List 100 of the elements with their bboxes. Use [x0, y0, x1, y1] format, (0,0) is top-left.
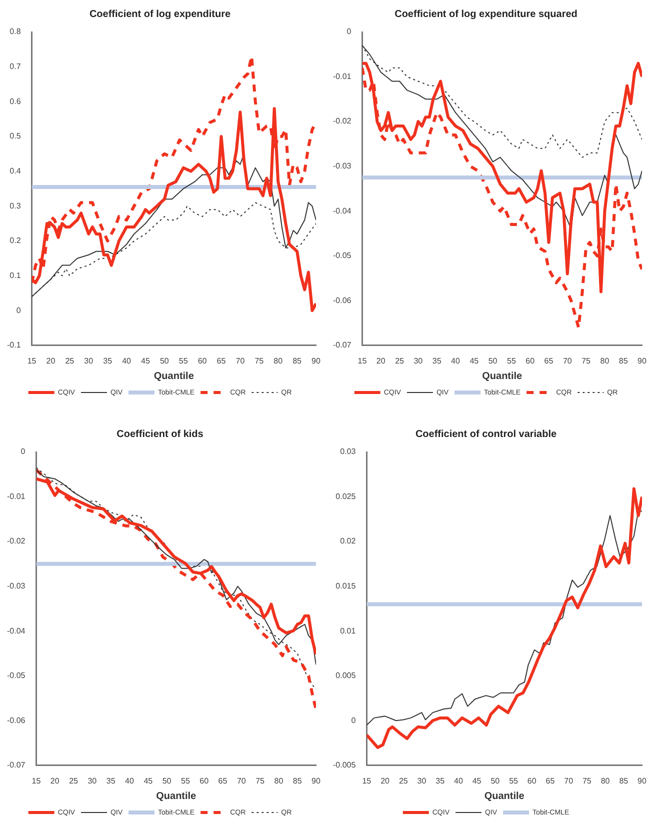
y-tick-label: -0.06 [333, 296, 352, 305]
y-tick-label: 0 [346, 27, 352, 36]
y-tick-label: -0.02 [7, 536, 26, 546]
y-tick-label: -0.04 [7, 626, 26, 636]
x-axis-title: Quantile [482, 370, 523, 382]
y-tick-label: 0 [20, 447, 26, 456]
x-tick-label: 50 [488, 356, 498, 366]
y-tick-label: 0.2 [10, 236, 22, 246]
x-tick-label: 25 [398, 776, 408, 786]
x-tick-label: 25 [395, 356, 405, 366]
x-tick-label: 50 [490, 776, 500, 786]
y-tick-label: -0.05 [333, 251, 352, 260]
x-tick-label: 20 [50, 776, 60, 786]
x-tick-label: 55 [509, 776, 519, 786]
x-tick-label: 25 [65, 356, 75, 366]
x-tick-label: 85 [618, 356, 628, 366]
x-tick-label: 65 [546, 776, 556, 786]
x-tick-label: 50 [162, 776, 172, 786]
y-tick-label: 0.015 [336, 582, 356, 591]
x-tick-label: 80 [600, 776, 610, 786]
y-tick-label: 0.3 [10, 201, 22, 210]
y-tick-label: -0.06 [7, 716, 26, 725]
x-tick-label: 45 [141, 356, 150, 366]
x-tick-label: 25 [69, 776, 79, 786]
y-tick-label: 0.02 [340, 536, 356, 546]
x-tick-label: 15 [358, 356, 368, 366]
x-tick-label: 70 [236, 356, 246, 366]
y-tick-label: -0.07 [7, 760, 26, 770]
x-tick-label: 30 [88, 776, 98, 786]
x-tick-label: 80 [274, 356, 284, 366]
x-tick-label: 60 [526, 356, 536, 366]
x-tick-label: 90 [312, 776, 321, 786]
x-tick-label: 80 [274, 776, 284, 786]
x-tick-label: 70 [562, 356, 572, 366]
y-tick-label: -0.05 [7, 671, 26, 680]
x-tick-label: 65 [544, 356, 554, 366]
x-tick-label: 35 [106, 776, 116, 786]
x-tick-label: 30 [84, 356, 94, 366]
x-tick-label: 15 [27, 356, 37, 366]
chart-title: Coefficient of kids [116, 428, 204, 440]
x-tick-label: 65 [218, 776, 228, 786]
x-tick-label: 70 [564, 776, 574, 786]
y-tick-label: 0 [351, 716, 356, 725]
y-tick-label: 0.5 [10, 132, 22, 141]
x-tick-label: 20 [376, 356, 386, 366]
x-axis-title: Quantile [156, 790, 197, 802]
y-tick-label: 0.6 [10, 96, 22, 106]
chart-title: Coefficient of log expenditure squared [394, 8, 578, 20]
x-tick-label: 85 [292, 356, 302, 366]
y-tick-label: -0.04 [333, 206, 352, 216]
y-tick-label: 0.1 [10, 270, 22, 280]
x-tick-label: 75 [256, 776, 266, 786]
y-tick-label: -0.005 [332, 760, 356, 770]
x-tick-label: 60 [198, 356, 208, 366]
x-axis-title: Quantile [154, 370, 194, 382]
y-tick-label: 0.03 [340, 447, 356, 456]
y-tick-label: -0.1 [6, 340, 22, 350]
x-tick-label: 90 [638, 776, 647, 786]
y-tick-label: 0.7 [10, 62, 22, 72]
x-tick-label: 90 [312, 356, 321, 366]
x-tick-label: 55 [180, 776, 190, 786]
x-tick-label: 40 [454, 776, 464, 786]
x-tick-label: 75 [582, 356, 592, 366]
x-tick-label: 70 [236, 776, 246, 786]
x-tick-label: 15 [362, 776, 372, 786]
x-tick-label: 85 [619, 776, 629, 786]
y-tick-label: -0.07 [333, 340, 352, 350]
x-tick-label: 35 [436, 776, 446, 786]
x-tick-label: 35 [103, 356, 113, 366]
x-tick-label: 30 [414, 356, 424, 366]
x-tick-label: 45 [144, 776, 154, 786]
y-tick-label: 0.4 [10, 166, 22, 176]
x-tick-label: 75 [582, 776, 592, 786]
x-tick-label: 65 [216, 356, 226, 366]
chart-title: Coefficient of control variable [415, 428, 557, 440]
x-tick-label: 45 [472, 776, 482, 786]
x-tick-label: 55 [506, 356, 516, 366]
x-tick-label: 85 [292, 776, 302, 786]
y-tick-label: 0.8 [10, 27, 22, 36]
y-tick-label: -0.03 [7, 582, 26, 591]
y-tick-label: -0.01 [7, 492, 26, 501]
y-tick-label: -0.03 [333, 162, 352, 171]
x-tick-label: 40 [451, 356, 460, 366]
chart-title: Coefficient of log expenditure [89, 8, 231, 20]
x-tick-label: 20 [46, 356, 56, 366]
y-tick-label: 0.01 [340, 626, 356, 636]
x-tick-label: 35 [432, 356, 442, 366]
x-tick-label: 40 [125, 776, 134, 786]
x-tick-label: 20 [380, 776, 390, 786]
y-tick-label: 0.005 [336, 671, 356, 680]
y-tick-label: 0.025 [336, 492, 356, 501]
x-tick-label: 60 [527, 776, 537, 786]
x-tick-label: 55 [178, 356, 188, 366]
x-tick-label: 90 [638, 356, 647, 366]
x-tick-label: 15 [32, 776, 42, 786]
x-tick-label: 50 [160, 356, 170, 366]
x-tick-label: 60 [200, 776, 210, 786]
x-tick-label: 75 [254, 356, 264, 366]
x-tick-label: 30 [417, 776, 427, 786]
x-tick-label: 45 [470, 356, 480, 366]
